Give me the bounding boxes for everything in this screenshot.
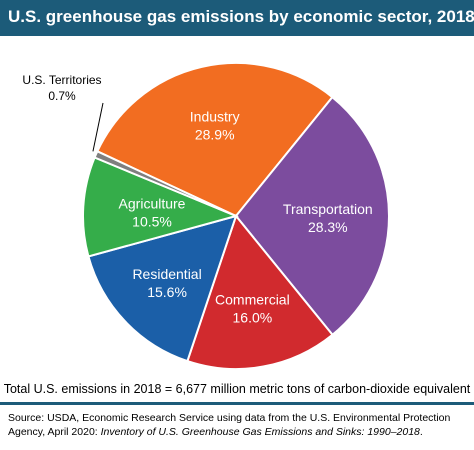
chart-title: U.S. greenhouse gas emissions by economi… — [8, 7, 474, 26]
slice-name-label: Industry — [190, 109, 240, 125]
pie-slice-agriculture — [82, 156, 240, 258]
source-note: Source: USDA, Economic Research Service … — [8, 411, 468, 439]
slice-value-label: 10.5% — [132, 214, 172, 230]
slice-name-label: Transportation — [283, 201, 373, 217]
title-bar: U.S. greenhouse gas emissions by economi… — [0, 0, 474, 36]
total-emissions-note: Total U.S. emissions in 2018 = 6,677 mil… — [3, 382, 471, 396]
slice-value-label: 28.3% — [308, 219, 348, 235]
slice-name-label: Residential — [132, 266, 201, 282]
divider — [0, 402, 474, 405]
pie-chart: Industry 28.9% Transportation 28.3% Commerci… — [22, 62, 390, 370]
slice-name-label: Commercial — [215, 291, 290, 307]
pie-slice-transportation — [234, 95, 390, 337]
slice-value-label: 15.6% — [147, 284, 187, 300]
slice-name-label: Agriculture — [119, 196, 186, 212]
slice-value-label: 0.7% — [48, 89, 76, 103]
pie-slice-residential — [87, 214, 238, 363]
source-end: . — [419, 426, 423, 438]
slice-value-label: 28.9% — [195, 127, 235, 143]
pie-slice-u-s-territories — [93, 150, 237, 217]
source-text: Source: USDA, Economic Research Service … — [8, 412, 451, 438]
slice-name-label: U.S. Territories — [22, 73, 101, 87]
leader-line — [92, 102, 104, 152]
slice-value-label: 16.0% — [233, 309, 273, 325]
source-report-title: Inventory of U.S. Greenhouse Gas Emissio… — [100, 426, 420, 438]
